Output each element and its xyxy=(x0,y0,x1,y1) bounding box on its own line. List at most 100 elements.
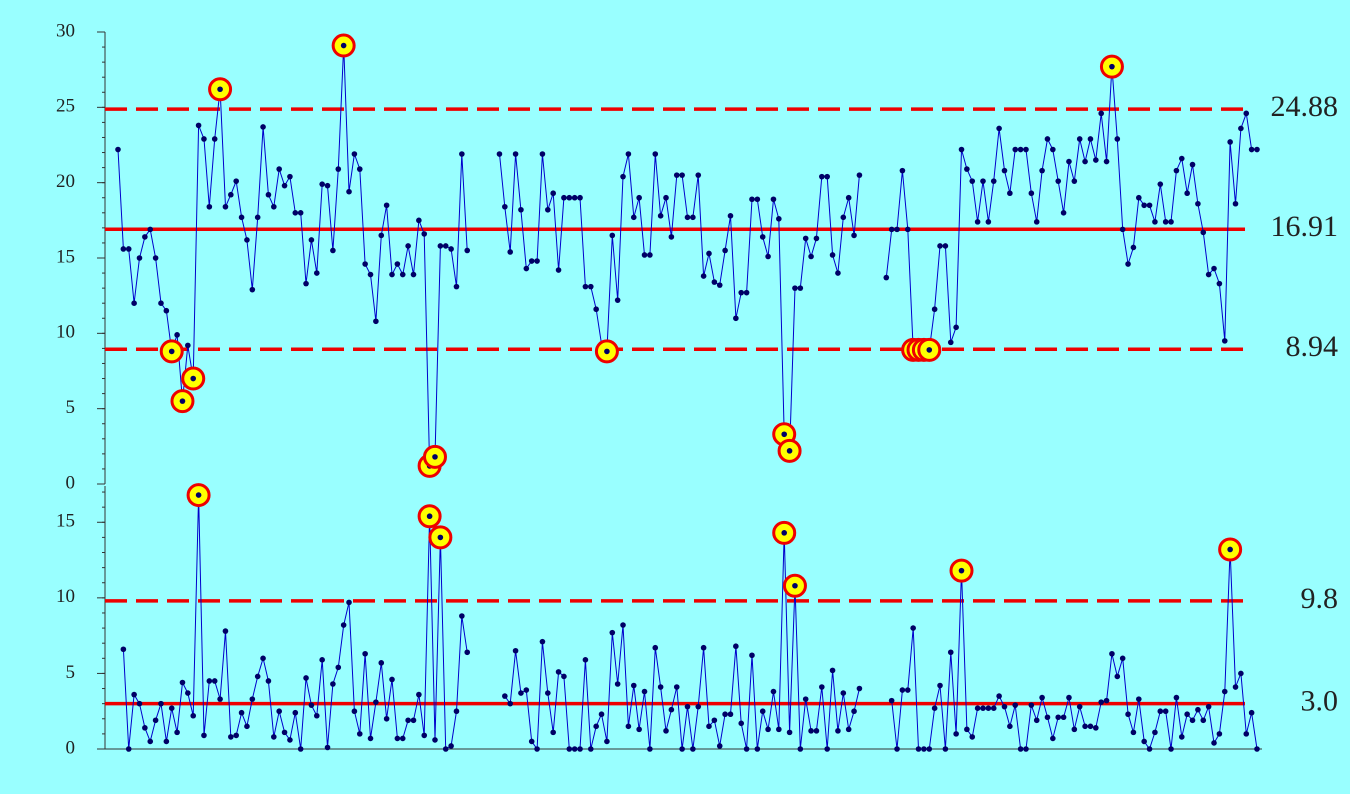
data-point xyxy=(856,172,863,178)
data-point xyxy=(1173,167,1180,174)
data-point xyxy=(228,734,234,740)
data-point xyxy=(964,726,970,733)
data-point xyxy=(996,693,1002,699)
data-point xyxy=(1162,708,1169,715)
data-point xyxy=(163,307,170,314)
data-point xyxy=(566,746,573,752)
data-point xyxy=(356,166,363,172)
data-point xyxy=(749,196,755,203)
data-point xyxy=(330,247,336,254)
data-point xyxy=(147,738,154,745)
data-point xyxy=(324,744,331,751)
data-point xyxy=(152,255,159,261)
data-point xyxy=(271,734,277,740)
y-tick-label: 25 xyxy=(56,96,75,117)
data-point xyxy=(351,708,358,715)
data-point xyxy=(786,729,793,736)
data-point xyxy=(292,709,299,716)
data-point xyxy=(335,166,342,172)
data-point xyxy=(1119,655,1126,662)
data-point xyxy=(711,279,718,285)
data-point xyxy=(1232,684,1239,690)
data-point xyxy=(276,166,282,172)
data-point xyxy=(254,214,261,221)
data-point xyxy=(367,271,374,278)
data-point xyxy=(1023,146,1029,153)
data-point xyxy=(120,246,127,252)
data-point xyxy=(319,657,325,663)
data-point xyxy=(437,534,444,541)
data-point xyxy=(297,210,304,216)
data-point xyxy=(201,732,207,739)
data-point xyxy=(534,746,540,752)
data-point xyxy=(555,267,562,273)
data-point xyxy=(759,708,766,715)
data-point xyxy=(1238,670,1244,677)
data-point xyxy=(582,283,589,290)
y-tick-label: 0 xyxy=(66,472,76,493)
data-point xyxy=(1093,725,1099,731)
data-point xyxy=(416,691,422,698)
data-point xyxy=(260,655,266,662)
y-tick-label: 5 xyxy=(66,662,76,683)
data-point xyxy=(738,289,745,296)
y-tick-label: 5 xyxy=(66,397,76,418)
data-point xyxy=(1125,711,1131,718)
data-point xyxy=(1243,731,1250,737)
data-point xyxy=(131,300,137,307)
data-point xyxy=(1248,146,1255,153)
data-point xyxy=(813,235,820,242)
data-point xyxy=(609,629,616,636)
data-point xyxy=(136,255,143,261)
data-point xyxy=(926,746,933,752)
data-point xyxy=(1243,110,1250,117)
data-point xyxy=(819,684,825,690)
data-point xyxy=(1205,703,1212,710)
data-point xyxy=(829,252,836,258)
data-point xyxy=(367,735,374,742)
data-point xyxy=(399,271,406,278)
data-point xyxy=(313,270,320,276)
data-point xyxy=(1071,178,1078,184)
data-point xyxy=(733,315,739,322)
data-point xyxy=(238,214,245,221)
data-point xyxy=(1130,244,1137,251)
data-point xyxy=(781,431,788,438)
data-point xyxy=(652,151,659,157)
data-point xyxy=(373,699,379,705)
data-point xyxy=(582,657,589,663)
data-point xyxy=(303,280,309,287)
data-point xyxy=(620,622,626,628)
data-point xyxy=(340,42,347,49)
data-point xyxy=(1076,136,1083,142)
data-point xyxy=(1152,219,1158,225)
data-point xyxy=(1136,194,1142,201)
data-point xyxy=(700,644,707,651)
data-point xyxy=(1082,158,1088,165)
data-point xyxy=(174,332,180,338)
data-point xyxy=(238,709,245,716)
data-point xyxy=(716,743,723,749)
data-point xyxy=(980,705,986,711)
data-point xyxy=(587,746,594,752)
data-point xyxy=(539,638,546,645)
data-point xyxy=(550,729,556,736)
data-point xyxy=(1066,694,1072,701)
control-line-label: 8.94 xyxy=(1286,330,1339,363)
data-point xyxy=(673,684,680,690)
data-point xyxy=(249,286,256,293)
data-point xyxy=(502,203,508,210)
data-point xyxy=(829,667,836,674)
data-point xyxy=(808,253,814,260)
data-point xyxy=(362,261,368,267)
data-point xyxy=(620,173,626,180)
data-point xyxy=(985,219,992,225)
data-point xyxy=(577,194,583,201)
control-line-label: 3.0 xyxy=(1301,685,1339,718)
data-point xyxy=(942,243,949,249)
data-point xyxy=(1076,703,1083,710)
data-point xyxy=(1216,280,1223,287)
data-point xyxy=(679,746,685,752)
data-point xyxy=(1103,697,1110,704)
